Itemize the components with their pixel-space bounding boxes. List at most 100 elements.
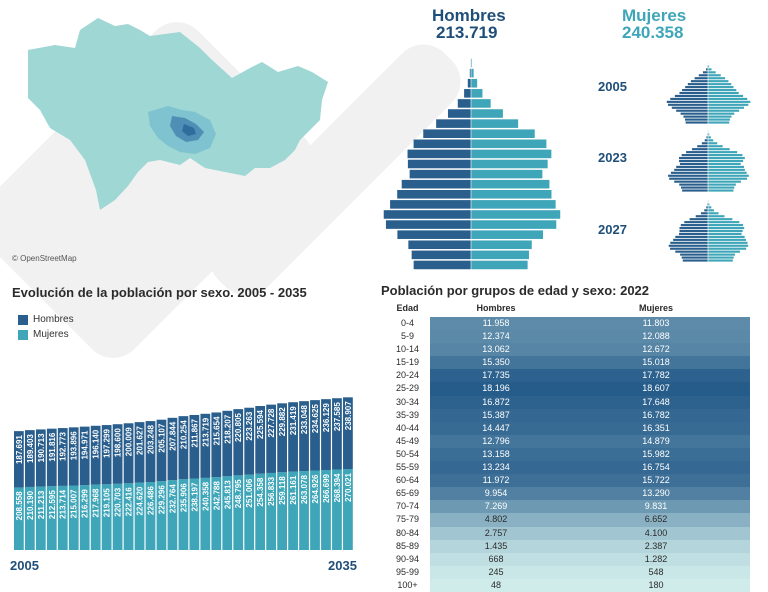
bar-label-mujeres: 220.703 [114, 487, 123, 516]
bar-label-hombres: 190.713 [37, 433, 46, 462]
pyramid-bar-hombres [667, 101, 708, 103]
bar-label-mujeres: 263.078 [300, 475, 309, 504]
pyramid-2027 [664, 200, 752, 262]
hombres-total: 213.719 [436, 23, 497, 43]
pyramid-bar-mujeres [708, 251, 740, 253]
axis-end-label: 2035 [328, 558, 357, 573]
pyramid-bar-mujeres [708, 178, 747, 180]
pyramid-bar-hombres [699, 74, 708, 76]
bar-label-mujeres: 212.595 [48, 490, 57, 519]
bar-label-mujeres: 248.795 [234, 479, 243, 508]
pyramid-bar-hombres [704, 209, 708, 211]
pyramid-bar-mujeres [708, 248, 746, 250]
bar-label-mujeres: 213.714 [59, 489, 68, 518]
pyramid-bar-hombres [682, 89, 708, 91]
pyramid-bar-hombres [703, 71, 708, 73]
cell-edad: 85-89 [385, 540, 430, 553]
pyramid-bar-hombres [436, 119, 471, 128]
pyramid-bar-mujeres [708, 92, 739, 94]
cell-mujeres: 16.754 [562, 461, 750, 474]
main-population-pyramid [376, 58, 566, 270]
pyramid-bar-mujeres [471, 210, 560, 219]
pyramid-bar-mujeres [708, 175, 749, 177]
pyramid-bar-hombres [701, 212, 708, 214]
bar-label-hombres: 205.107 [157, 423, 166, 452]
bar-label-hombres: 231.419 [289, 406, 298, 435]
pyramid-bar-mujeres [471, 119, 518, 128]
cell-hombres: 15.387 [430, 409, 562, 422]
pyramid-bar-hombres [423, 129, 471, 138]
pyramid-bar-hombres [683, 259, 708, 261]
pyramid-bar-hombres [464, 89, 471, 98]
evolution-title: Evolución de la población por sexo. 2005… [12, 285, 307, 300]
cell-hombres: 13.234 [430, 461, 562, 474]
pyramid-bar-hombres [697, 145, 708, 147]
pyramid-bar-mujeres [708, 227, 744, 229]
pyramid-bar-mujeres [708, 172, 747, 174]
cell-mujeres: 9.831 [562, 500, 750, 513]
pyramid-bar-mujeres [471, 140, 546, 149]
bar-label-hombres: 220.805 [234, 413, 243, 442]
cell-edad: 65-69 [385, 487, 430, 500]
cell-hombres: 668 [430, 553, 562, 566]
pyramid-bar-hombres [680, 254, 708, 256]
pyramid-bar-mujeres [708, 86, 733, 88]
cell-hombres: 12.374 [430, 330, 562, 343]
pyramid-bar-hombres [390, 200, 471, 209]
cell-hombres: 16.872 [430, 396, 562, 409]
pyramid-bar-mujeres [708, 189, 733, 191]
pyramid-bar-hombres [686, 121, 708, 123]
pyramid-bar-mujeres [708, 215, 724, 217]
pyramid-bar-hombres [448, 109, 471, 118]
cell-hombres: 1.435 [430, 540, 562, 553]
bar-label-hombres: 192.773 [59, 432, 68, 461]
cell-edad: 90-94 [385, 553, 430, 566]
bar-label-mujeres: 208.558 [15, 491, 24, 520]
bar-label-hombres: 213.719 [201, 417, 210, 446]
pyramid-bar-hombres [688, 83, 708, 85]
cell-edad: 75-79 [385, 513, 430, 526]
cell-mujeres: 16.782 [562, 409, 750, 422]
pyramid-bar-mujeres [708, 98, 747, 100]
pyramid-bar-hombres [672, 107, 708, 109]
pyramid-bar-mujeres [471, 240, 532, 249]
bar-label-hombres: 198.600 [114, 428, 123, 457]
pyramid-bar-mujeres [708, 157, 745, 159]
pyramid-bar-hombres [679, 160, 708, 162]
bar-label-hombres: 236.129 [322, 403, 331, 432]
pyramid-bar-hombres [408, 240, 471, 249]
pyramid-bar-mujeres [708, 218, 732, 220]
cell-mujeres: 16.351 [562, 422, 750, 435]
pyramid-bar-mujeres [471, 69, 474, 78]
pyramid-bar-mujeres [708, 254, 735, 256]
axis-start-label: 2005 [10, 558, 39, 573]
pyramid-bar-hombres [682, 154, 708, 156]
cell-edad: 5-9 [385, 330, 430, 343]
bar-label-mujeres: 266.699 [322, 473, 331, 502]
pyramid-bar-mujeres [708, 212, 719, 214]
pyramid-bar-hombres [414, 261, 471, 270]
pyramid-bar-mujeres [708, 230, 743, 232]
pyramid-bar-hombres [671, 172, 708, 174]
pyramid-bar-hombres [669, 245, 708, 247]
pyramid-bar-hombres [684, 221, 708, 223]
pyramid-2005 [664, 62, 752, 124]
bar-label-hombres: 238.907 [344, 401, 353, 430]
bar-label-hombres: 201.627 [136, 426, 145, 455]
pyramid-bar-mujeres [471, 99, 491, 108]
pyramid-bar-mujeres [471, 129, 535, 138]
cell-edad: 95-99 [385, 566, 430, 579]
pyramid-bar-mujeres [708, 71, 716, 73]
pyramid-bar-mujeres [708, 221, 739, 223]
pyramid-bar-mujeres [708, 95, 743, 97]
cell-hombres: 48 [430, 579, 562, 592]
pyramid-bar-mujeres [708, 166, 744, 168]
pyramid-bar-mujeres [708, 163, 741, 165]
bar-label-mujeres: 251.006 [245, 478, 254, 507]
